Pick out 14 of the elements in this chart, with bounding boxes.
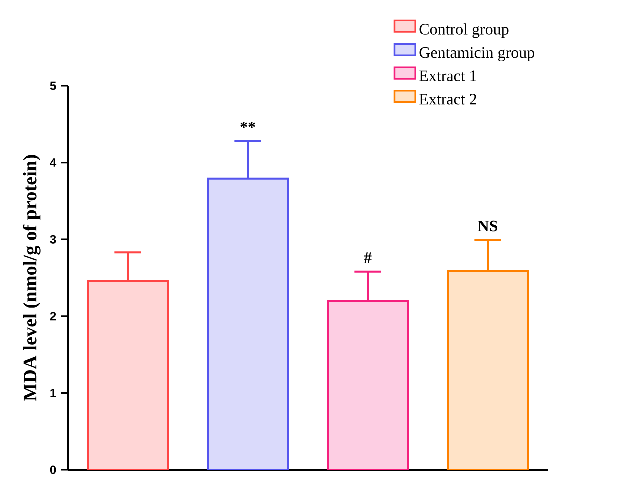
data-label: NS <box>478 220 498 232</box>
y-tick-label: 0 <box>50 466 56 474</box>
data-label: # <box>364 252 372 264</box>
legend-label: Extract 1 <box>420 70 476 82</box>
y-tick-label: 3 <box>50 235 56 244</box>
data-label: ** <box>240 122 256 128</box>
legend-label: Extract 2 <box>420 94 476 105</box>
y-tick-label: 4 <box>50 158 57 167</box>
y-tick-label: 1 <box>50 389 56 398</box>
y-tick-label: 2 <box>50 312 56 321</box>
legend-label: Gentamicin group <box>420 47 534 62</box>
legend-label: Control group <box>420 24 509 38</box>
y-axis-title: MDA level (nmol/g of protein) <box>23 155 41 402</box>
y-tick-label: 5 <box>50 82 56 90</box>
